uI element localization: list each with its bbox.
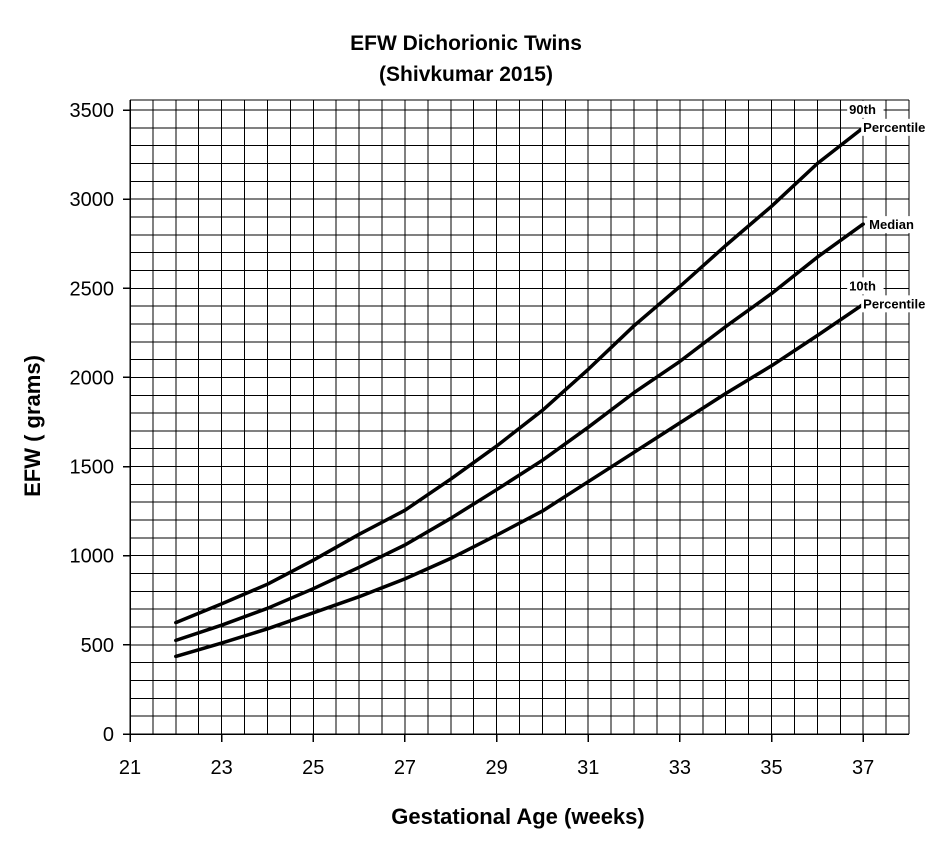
y-tick-label: 3500 [70,100,115,122]
x-tick-label: 31 [577,757,599,779]
x-tick-label: 23 [211,757,233,779]
series-layer [174,126,865,659]
x-tick-label: 21 [119,757,141,779]
x-tick-label: 33 [669,757,691,779]
series-label-text: 90th [849,102,876,117]
y-axis-title: EFW ( grams) [20,355,45,497]
y-tick-label: 0 [103,724,114,746]
series-label-layer: 90th Percentile Median 10th Percentile [847,100,939,313]
series-label-text: Percentile [863,296,925,311]
chart-title: EFW Dichorionic Twins [350,32,582,55]
axes [129,100,909,735]
y-tick-label: 1000 [70,546,115,568]
y-tick-label: 2500 [70,278,115,300]
series-label-background [861,118,939,136]
series-label-background [847,277,884,295]
series-label: Median [867,216,919,234]
grid [129,99,910,735]
series-label-text: Percentile [863,120,925,135]
y-tick-label: 3000 [70,189,115,211]
y-tick-label: 1500 [70,457,115,479]
series-label-text: 10th [849,278,876,293]
series-label: 90th Percentile [847,100,939,136]
series-line [174,126,865,625]
x-tick-label: 25 [302,757,324,779]
chart-subtitle: (Shivkumar 2015) [379,63,553,86]
series-label-background [867,216,919,234]
series-line [174,302,865,659]
y-axis-ticks: 0 500 1000 1500 2000 2500 3000 3500 [70,100,130,746]
x-tick-label: 29 [485,757,507,779]
x-tick-label: 37 [852,757,874,779]
series-label-text: Median [869,217,914,232]
x-axis-ticks: 21 23 25 27 29 31 33 35 37 [119,734,874,779]
x-tick-label: 35 [760,757,782,779]
series-label-background [861,295,939,313]
x-tick-label: 27 [394,757,416,779]
series-line [174,222,865,643]
y-tick-label: 500 [81,635,114,657]
series-label: 10th Percentile [847,277,939,313]
y-tick-label: 2000 [70,367,115,389]
x-axis-title: Gestational Age (weeks) [391,804,644,829]
series-label-background [847,100,884,118]
